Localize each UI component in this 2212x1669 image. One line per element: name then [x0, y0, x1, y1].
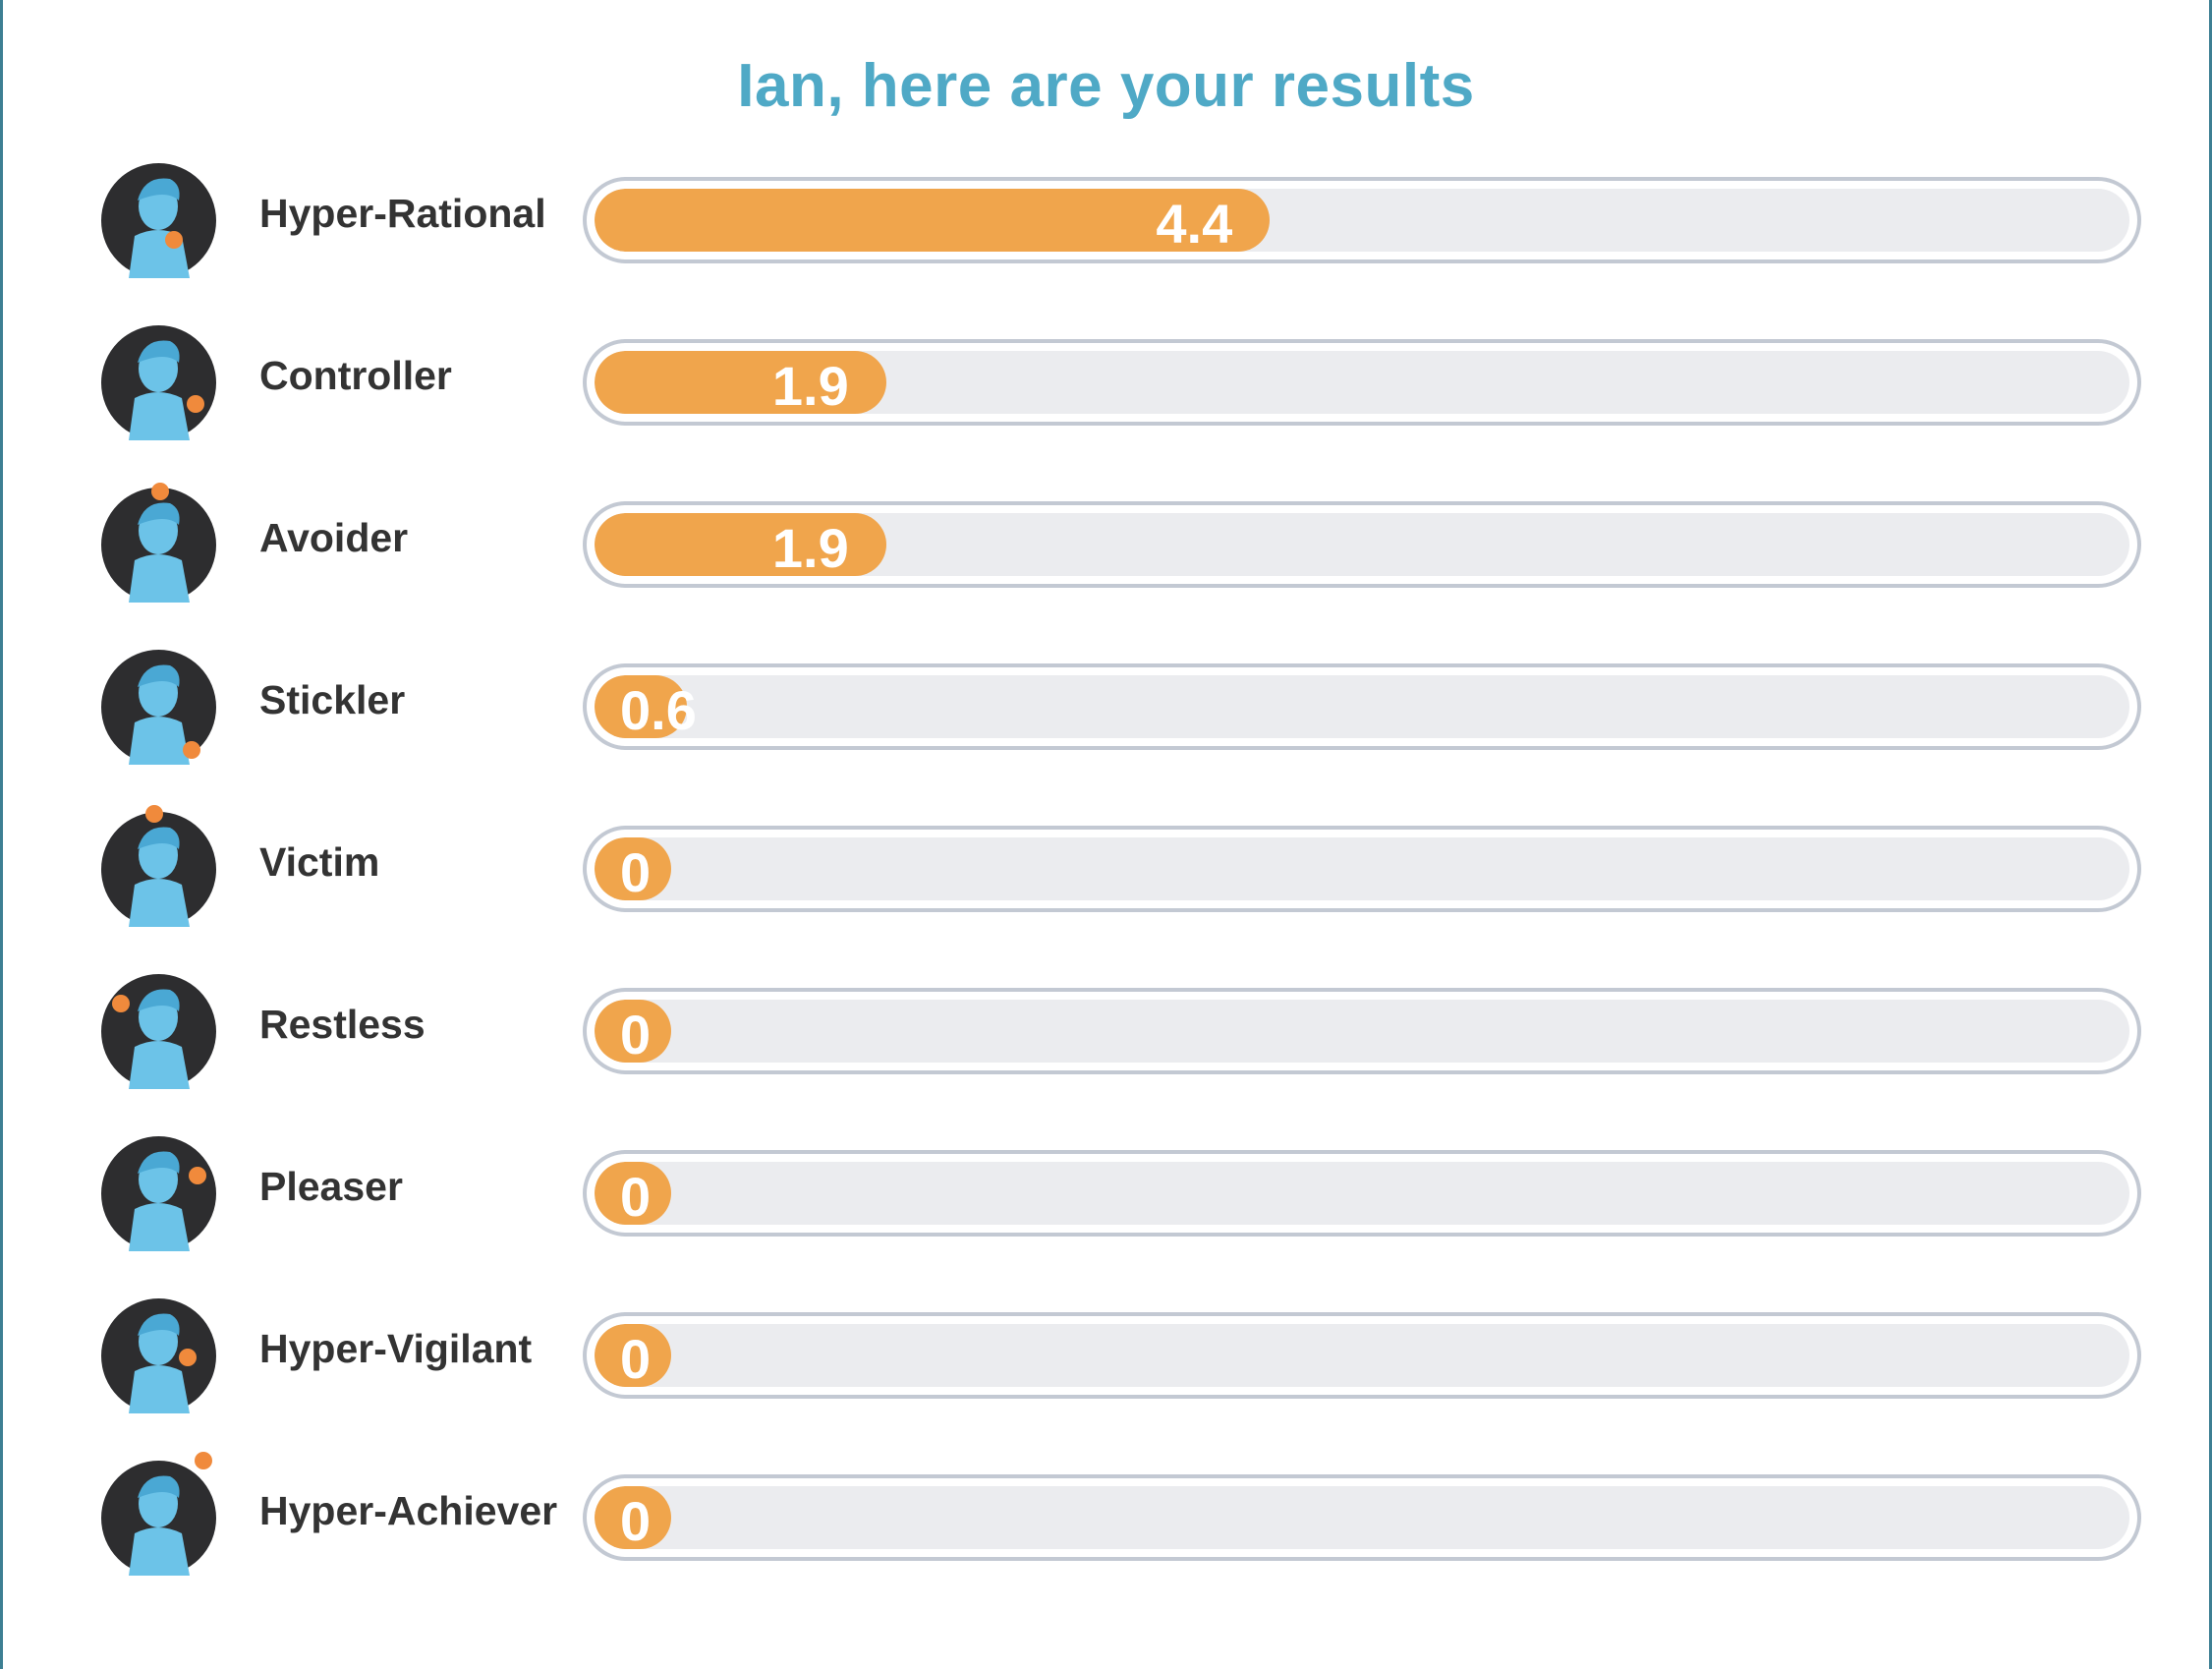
category-label: Avoider — [259, 515, 409, 560]
bar-fill — [595, 1324, 671, 1387]
result-row: Avoider 1.9 — [3, 466, 2212, 628]
category-label: Hyper-Vigilant — [259, 1326, 533, 1371]
bar-value-label: 0 — [620, 1490, 652, 1549]
bar-track-inner: 4.4 — [595, 189, 2129, 252]
result-row: Hyper-Rational 4.4 — [3, 142, 2212, 304]
bar-track-inner: 0.6 — [595, 675, 2129, 738]
bar-track-inner: 0 — [595, 1162, 2129, 1225]
hyper-vigilant-avatar-icon — [101, 1298, 216, 1413]
stickler-avatar-icon — [101, 650, 216, 765]
result-row: Restless 0 — [3, 952, 2212, 1115]
result-row: Hyper-Vigilant 0 — [3, 1277, 2212, 1439]
category-label: Hyper-Achiever — [259, 1488, 558, 1533]
bar-track-inner: 1.9 — [595, 513, 2129, 576]
bar-track-inner: 1.9 — [595, 351, 2129, 414]
bar-track: 4.4 — [583, 177, 2141, 263]
bar-value-label: 1.9 — [771, 517, 849, 576]
bar-track: 0 — [583, 1150, 2141, 1237]
category-label: Restless — [259, 1002, 425, 1047]
page-title: Ian, here are your results — [737, 52, 1475, 120]
result-row: Victim 0 — [3, 790, 2212, 952]
bar-fill — [595, 1000, 671, 1063]
bar-track: 0 — [583, 1474, 2141, 1561]
bar-track: 1.9 — [583, 339, 2141, 426]
bar-track-inner: 0 — [595, 1486, 2129, 1549]
result-row: Stickler 0.6 — [3, 628, 2212, 790]
bar-track-inner: 0 — [595, 1324, 2129, 1387]
bar-track: 0 — [583, 1312, 2141, 1399]
bar-track-inner: 0 — [595, 837, 2129, 900]
bar-value-label: 0.6 — [620, 679, 697, 738]
bar-value-label: 0 — [620, 1328, 652, 1387]
result-row: Pleaser 0 — [3, 1115, 2212, 1277]
bar-track: 0 — [583, 988, 2141, 1074]
bar-value-label: 1.9 — [771, 355, 849, 414]
bar-fill — [595, 189, 1271, 252]
pleaser-avatar-icon — [101, 1136, 216, 1251]
bar-track-inner: 0 — [595, 1000, 2129, 1063]
bar-track: 0 — [583, 826, 2141, 912]
category-label: Stickler — [259, 677, 406, 722]
bar-track: 0.6 — [583, 663, 2141, 750]
bar-fill — [595, 351, 886, 414]
controller-avatar-icon — [101, 325, 216, 440]
bar-value-label: 0 — [620, 841, 652, 900]
bar-fill — [595, 675, 687, 738]
result-row: Hyper-Achiever 0 — [3, 1439, 2212, 1601]
avoider-avatar-icon — [101, 483, 216, 603]
bar-value-label: 4.4 — [1156, 193, 1233, 252]
restless-avatar-icon — [101, 974, 216, 1089]
bar-track: 1.9 — [583, 501, 2141, 588]
category-label: Controller — [259, 353, 452, 398]
bar-value-label: 0 — [620, 1004, 652, 1063]
hyper-rational-avatar-icon — [101, 163, 216, 278]
bar-fill — [595, 837, 671, 900]
category-label: Hyper-Rational — [259, 191, 546, 236]
category-label: Victim — [259, 839, 380, 885]
hyper-achiever-avatar-icon — [101, 1452, 216, 1576]
bar-fill — [595, 1486, 671, 1549]
victim-avatar-icon — [101, 805, 216, 927]
bar-fill — [595, 1162, 671, 1225]
bar-value-label: 0 — [620, 1166, 652, 1225]
bar-fill — [595, 513, 886, 576]
result-row: Controller 1.9 — [3, 304, 2212, 466]
category-label: Pleaser — [259, 1164, 403, 1209]
